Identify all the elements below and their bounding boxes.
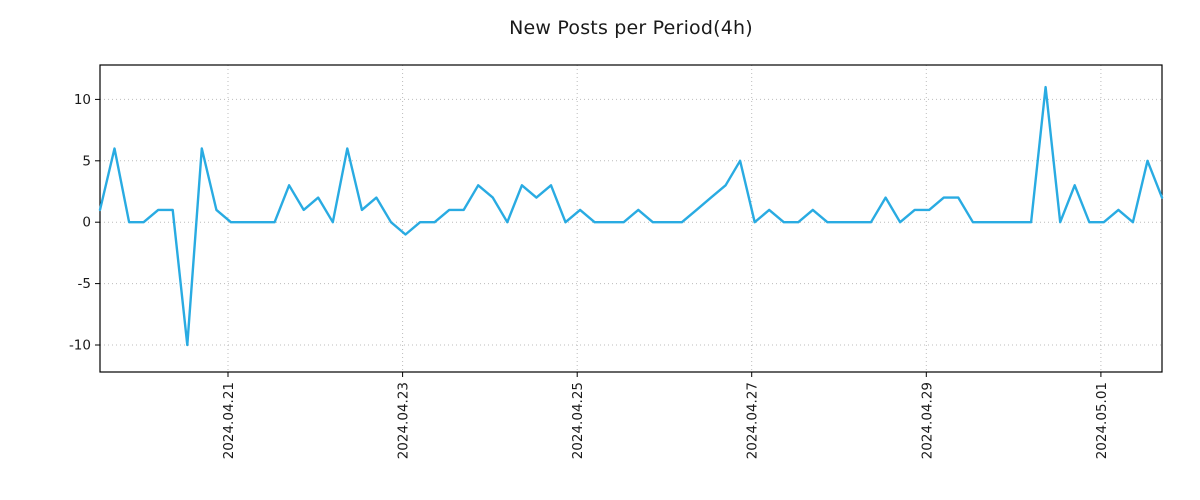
x-tick-label: 2024.04.29 [919,382,935,459]
x-tick-label: 2024.04.23 [396,382,412,459]
x-tick-label: 2024.05.01 [1094,382,1110,459]
y-tick-label: 10 [74,92,91,108]
data-line [98,85,1164,347]
x-tick-label: 2024.04.21 [221,382,237,459]
x-tick-label: 2024.04.27 [745,382,761,459]
y-tick-label: 5 [82,153,91,169]
x-tick-label: 2024.04.25 [570,382,586,459]
x-axis: 2024.04.21 2024.04.23 2024.04.25 2024.04.27… [221,65,1110,459]
y-tick-label: 0 [82,215,91,231]
plot-frame [99,64,1163,373]
y-tick-label: -10 [69,338,91,354]
chart-title: New Posts per Period(4h) [509,17,753,39]
y-tick-label: -5 [78,276,91,292]
